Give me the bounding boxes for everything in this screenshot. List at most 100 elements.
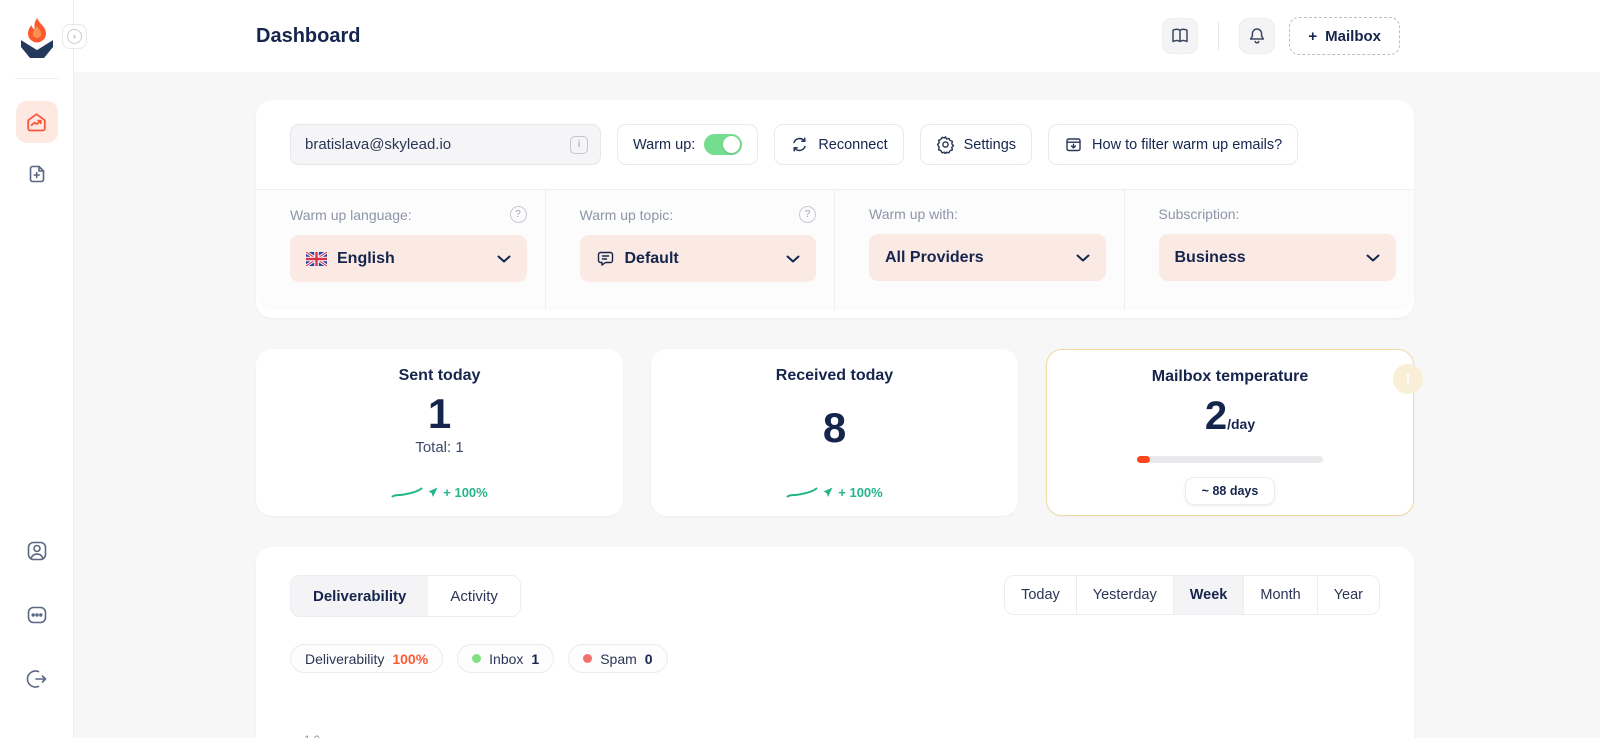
mailbox-temperature-card: ! Mailbox temperature 2 /day ~ 88 days: [1046, 349, 1423, 516]
warmup-topic-label: Warm up topic:: [579, 206, 674, 223]
received-today-card: Received today 8 + 100%: [651, 349, 1018, 516]
warmup-topic-select[interactable]: Default: [579, 235, 816, 282]
sidebar: ›: [0, 0, 87, 738]
range-month[interactable]: Month: [1244, 576, 1318, 614]
spam-badge-label: Spam: [600, 650, 637, 667]
sidebar-item-logout[interactable]: [16, 658, 58, 700]
tab-deliverability[interactable]: Deliverability: [291, 576, 429, 616]
received-delta-value: + 100%: [838, 485, 883, 500]
settings-button[interactable]: Settings: [919, 124, 1033, 165]
temperature-value: 2: [1204, 394, 1228, 438]
red-dot-icon: [583, 654, 593, 663]
temperature-progress-bar[interactable]: [1137, 456, 1323, 463]
help-icon[interactable]: ?: [509, 206, 527, 223]
sent-today-total: Total: 1: [415, 439, 464, 457]
subscription-select[interactable]: Business: [1158, 234, 1396, 281]
logout-icon: [25, 667, 49, 691]
field-warmup-language: Warm up language: ? English: [256, 190, 546, 310]
warmup-with-value: All Providers: [885, 248, 984, 266]
insights-card: Deliverability Activity Today Yesterday …: [256, 547, 1414, 738]
filter-help-button[interactable]: How to filter warm up emails?: [1048, 124, 1299, 165]
docs-button[interactable]: [1162, 18, 1199, 54]
add-mailbox-button[interactable]: + Mailbox: [1289, 17, 1400, 55]
subscription-value: Business: [1174, 248, 1246, 266]
reconnect-button[interactable]: Reconnect: [774, 124, 904, 165]
mailbox-email-value: bratislava@skylead.io: [305, 136, 452, 153]
notifications-button[interactable]: [1239, 18, 1276, 54]
chevron-down-icon: [1366, 254, 1380, 262]
warmup-language-label: Warm up language:: [290, 206, 412, 223]
warmup-toggle[interactable]: [704, 134, 743, 155]
sidebar-collapse-button[interactable]: ›: [62, 24, 87, 49]
time-range-selector: Today Yesterday Week Month Year: [1004, 575, 1380, 615]
days-remaining-badge: ~ 88 days: [1184, 477, 1276, 505]
sidebar-item-support-chat[interactable]: [16, 594, 58, 636]
green-dot-icon: [472, 654, 482, 663]
temperature-unit: /day: [1227, 416, 1256, 432]
field-warmup-with: Warm up with: All Providers: [835, 190, 1125, 310]
sent-delta-value: + 100%: [443, 485, 488, 500]
received-today-value: 8: [822, 404, 847, 451]
mailbox-temperature-title: Mailbox temperature: [1151, 368, 1309, 385]
refresh-icon: [790, 135, 809, 154]
chevron-right-icon: ›: [67, 29, 82, 44]
field-subscription: Subscription: Business: [1125, 190, 1415, 310]
sent-today-value: 1: [427, 390, 452, 437]
sparkline-icon: [391, 486, 423, 499]
inbox-badge: Inbox 1: [457, 644, 555, 673]
bell-icon: [1247, 26, 1267, 46]
range-week[interactable]: Week: [1173, 576, 1245, 614]
mailbox-panel: bratislava@skylead.io i Warm up: Reconne…: [256, 100, 1414, 318]
spam-badge-value: 0: [644, 650, 653, 667]
app-logo-flame-icon[interactable]: [15, 16, 59, 62]
info-icon[interactable]: i: [570, 135, 588, 154]
received-today-title: Received today: [775, 367, 894, 384]
panel-divider: [256, 189, 1414, 190]
warmup-with-select[interactable]: All Providers: [869, 234, 1106, 281]
warmup-toggle-group: Warm up:: [617, 124, 759, 165]
subscription-label: Subscription:: [1158, 206, 1240, 222]
range-yesterday[interactable]: Yesterday: [1076, 576, 1174, 614]
warning-icon[interactable]: !: [1393, 364, 1423, 394]
warmup-label: Warm up:: [633, 136, 696, 153]
sidebar-item-new-mailbox[interactable]: [16, 153, 58, 195]
chat-dots-icon: [25, 603, 49, 627]
chevron-down-icon: [1076, 254, 1090, 262]
home-trend-icon: [25, 111, 48, 134]
sent-today-title: Sent today: [398, 367, 481, 384]
spam-badge: Spam 0: [568, 644, 668, 673]
deliverability-badge-label: Deliverability: [305, 650, 385, 667]
sidebar-divider: [14, 78, 59, 79]
header-divider: [1218, 22, 1220, 50]
inbox-badge-value: 1: [531, 650, 540, 667]
sidebar-bottom: [16, 530, 58, 700]
warmup-language-select[interactable]: English: [290, 235, 527, 282]
uk-flag-icon: [306, 251, 327, 266]
mailbox-email-field[interactable]: bratislava@skylead.io i: [290, 124, 601, 165]
warmup-language-value: English: [337, 249, 395, 267]
chat-bubble-icon: [596, 249, 615, 268]
sidebar-item-dashboard[interactable]: [15, 101, 58, 143]
add-mailbox-label: Mailbox: [1325, 27, 1381, 45]
help-icon[interactable]: ?: [799, 206, 816, 223]
tab-activity[interactable]: Activity: [428, 576, 520, 616]
sent-today-delta: + 100%: [391, 485, 488, 500]
insights-tabs: Deliverability Activity: [290, 575, 521, 617]
deliverability-badge-value: 100%: [392, 650, 429, 667]
archive-filter-icon: [1064, 135, 1083, 154]
trend-arrow-icon: [823, 487, 833, 498]
page-title: Dashboard: [256, 24, 361, 47]
toggle-knob: [723, 136, 741, 153]
deliverability-badges: Deliverability 100% Inbox 1 Spam 0: [290, 644, 1380, 673]
range-today[interactable]: Today: [1005, 576, 1077, 614]
main-content: bratislava@skylead.io i Warm up: Reconne…: [74, 72, 1600, 738]
temperature-progress-fill: [1137, 456, 1151, 463]
deliverability-badge: Deliverability 100%: [290, 644, 444, 673]
chart-y-axis-tick: 1.0: [304, 735, 320, 738]
sparkline-icon: [786, 486, 818, 499]
reconnect-label: Reconnect: [818, 136, 888, 153]
sidebar-item-account[interactable]: [16, 530, 58, 572]
file-plus-icon: [26, 163, 48, 185]
range-year[interactable]: Year: [1317, 576, 1379, 614]
header: Dashboard + Mailbox: [74, 0, 1600, 72]
